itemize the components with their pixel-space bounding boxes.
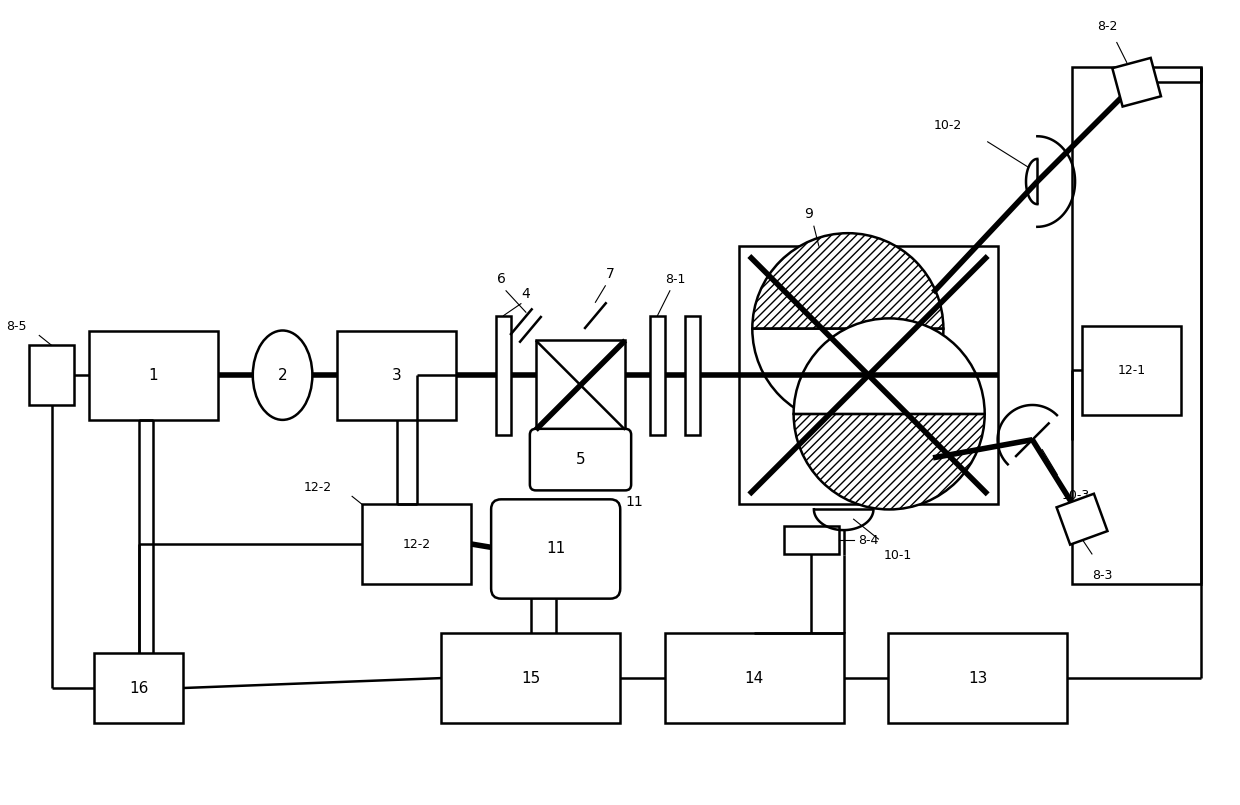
Text: 8-1: 8-1 xyxy=(665,273,684,286)
Text: 10-2: 10-2 xyxy=(934,119,962,132)
Bar xyxy=(362,504,471,584)
Text: 7: 7 xyxy=(606,266,615,281)
Text: 8-3: 8-3 xyxy=(1091,569,1112,582)
FancyBboxPatch shape xyxy=(529,429,631,490)
Text: 1: 1 xyxy=(149,368,159,382)
Text: 10-1: 10-1 xyxy=(883,549,911,562)
Text: 16: 16 xyxy=(129,680,149,696)
Bar xyxy=(441,634,620,723)
Wedge shape xyxy=(794,414,985,510)
Bar xyxy=(337,331,456,420)
Text: 10-3: 10-3 xyxy=(1063,489,1090,502)
Wedge shape xyxy=(753,328,944,424)
Polygon shape xyxy=(1056,493,1107,545)
Polygon shape xyxy=(1112,58,1161,106)
Text: 8-2: 8-2 xyxy=(1096,19,1117,32)
Bar xyxy=(739,246,998,504)
Bar xyxy=(89,331,218,420)
Text: 9: 9 xyxy=(805,207,813,221)
Bar xyxy=(888,634,1068,723)
Bar xyxy=(536,341,625,430)
Text: 12-2: 12-2 xyxy=(304,481,332,494)
Text: 2: 2 xyxy=(278,368,288,382)
Wedge shape xyxy=(794,319,985,414)
Bar xyxy=(1083,325,1182,415)
Wedge shape xyxy=(753,233,944,328)
Bar xyxy=(684,316,699,435)
Bar xyxy=(1073,68,1202,584)
FancyBboxPatch shape xyxy=(491,499,620,599)
Text: 6: 6 xyxy=(497,272,506,286)
Text: 4: 4 xyxy=(522,287,531,301)
Text: 11: 11 xyxy=(625,495,644,510)
Ellipse shape xyxy=(253,331,312,420)
Text: 5: 5 xyxy=(575,452,585,467)
Bar xyxy=(94,653,184,723)
Bar xyxy=(650,316,665,435)
Text: 11: 11 xyxy=(546,542,565,556)
Text: 15: 15 xyxy=(521,671,541,686)
Text: 8-4: 8-4 xyxy=(858,534,879,547)
Text: 12-2: 12-2 xyxy=(403,538,430,551)
Text: 8-5: 8-5 xyxy=(6,320,26,333)
Text: 3: 3 xyxy=(392,368,402,382)
Bar xyxy=(665,634,843,723)
Text: 14: 14 xyxy=(745,671,764,686)
Text: 13: 13 xyxy=(968,671,987,686)
Bar xyxy=(496,316,511,435)
Bar xyxy=(30,345,74,405)
Text: 12-1: 12-1 xyxy=(1117,364,1146,377)
Bar xyxy=(784,526,838,554)
